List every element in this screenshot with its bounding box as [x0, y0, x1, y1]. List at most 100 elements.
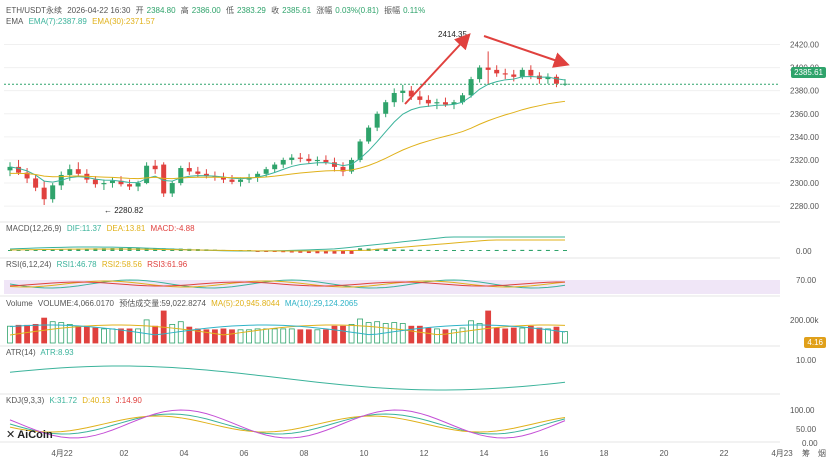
macd-bar [76, 248, 81, 251]
candle-body [41, 187, 47, 200]
candle-body [468, 79, 474, 96]
macd-bar [554, 249, 559, 251]
volume-bar [340, 325, 346, 344]
candle-body [349, 159, 355, 172]
d-value: D:40.13 [82, 396, 111, 405]
rsi-name: RSI(6,12,24) [6, 260, 52, 269]
price-tick-label: 2300.00 [790, 179, 819, 188]
volume-bar [519, 327, 526, 344]
macd-bar [383, 249, 388, 251]
aicoin-logo: ✕ AiCoin [6, 429, 53, 441]
volume-bar [75, 325, 82, 344]
open-value: 2384.80 [146, 6, 176, 15]
volume-bar [357, 318, 363, 344]
rsi-legend[interactable]: RSI(6,12,24) RSI1:46.78 RSI2:58.56 RSI3:… [6, 260, 190, 269]
macd-bar [503, 249, 508, 251]
candle-body [16, 166, 22, 173]
volume-bar [408, 325, 415, 344]
volume-bar [502, 328, 509, 344]
x-tick-label: 12 [420, 449, 429, 458]
candle-body [161, 164, 167, 194]
candle-body [314, 159, 320, 162]
volume-bar [434, 328, 440, 344]
volume-bar [459, 327, 466, 344]
atr-legend[interactable]: ATR(14) ATR:8.93 [6, 348, 77, 357]
volume-bar [186, 326, 193, 344]
candle-body [186, 168, 192, 172]
candle-body [502, 73, 508, 75]
macd-bar [264, 251, 269, 252]
candle-body [203, 173, 209, 177]
j-value: J:14.90 [115, 396, 142, 405]
candle-body [374, 113, 380, 128]
macd-bar [545, 249, 550, 251]
kdj-legend[interactable]: KDJ(9,3,3) K:31.72 D:40.13 J:14.90 [6, 396, 145, 405]
volume-bar [83, 325, 90, 344]
volume-bar [314, 329, 321, 344]
candle-body [383, 102, 389, 114]
candle-body [425, 99, 431, 104]
kdj-k-line [9, 413, 566, 435]
rsi1-line [9, 279, 566, 289]
volume-bar [510, 327, 517, 344]
candle-body [109, 180, 115, 184]
macd-bar [289, 251, 294, 253]
macd-bar [33, 250, 38, 251]
candle-body [451, 102, 457, 105]
kdj-j-line [9, 409, 566, 439]
x-tick-label: 14 [480, 449, 489, 458]
x-tick-label: 烟 [818, 449, 826, 458]
macd-legend[interactable]: MACD(12,26,9) DIF:11.37 DEA:13.81 MACD:-… [6, 224, 198, 233]
x-tick-label: 04 [180, 449, 189, 458]
candle-body [323, 159, 329, 163]
volume-bar [118, 328, 124, 344]
x-tick-label: 06 [240, 449, 249, 458]
candle-body [238, 179, 244, 182]
kdj-name: KDJ(9,3,3) [6, 396, 45, 405]
candle-body [400, 90, 406, 93]
volume-bar [254, 328, 261, 344]
volume-bar [399, 323, 406, 344]
macd-bar [59, 249, 64, 251]
macd-bar [50, 249, 55, 251]
ema7-line [9, 75, 566, 184]
volume-bar [425, 327, 432, 344]
sub-price-tag: 4.16 [804, 337, 826, 348]
atr-tick-label: 10.00 [796, 356, 817, 365]
volume-bar [493, 327, 500, 344]
volume-bar [451, 329, 457, 344]
macd-bar [42, 249, 47, 251]
rsi-tick-label: 70.00 [796, 276, 817, 285]
x-tick-label: 22 [720, 449, 729, 458]
macd-bar [417, 249, 422, 251]
ema30-value: EMA(30):2371.57 [92, 17, 155, 26]
volume-bar [92, 327, 99, 344]
volume-bar [143, 319, 150, 344]
macd-bar [341, 251, 345, 254]
volume-bar [288, 328, 295, 344]
high-annotation: 2414.35 [438, 30, 467, 39]
candle-body [24, 172, 30, 179]
volume-bar [24, 324, 30, 344]
candle-body [144, 165, 150, 184]
candle-body [485, 67, 491, 70]
macd-bar [8, 250, 12, 251]
macd-dea-line [9, 239, 565, 252]
volume-bar [468, 320, 474, 344]
candle-body [255, 173, 261, 178]
x-tick-label: 16 [540, 449, 549, 458]
ema-legend[interactable]: EMA EMA(7):2387.89 EMA(30):2371.57 [6, 17, 158, 26]
volume-legend[interactable]: Volume VOLUME:4,066.0170 预估成交量:59,022.82… [6, 298, 361, 309]
candle-body [306, 158, 312, 162]
datetime-label: 2026-04-22 16:30 [67, 6, 131, 15]
rsi3-value: RSI3:61.96 [147, 260, 188, 269]
vol-ma5-value: MA(5):20,945.8044 [211, 299, 280, 308]
macd-bar [400, 249, 405, 251]
candle-body [528, 69, 534, 76]
volume-bar [297, 329, 304, 344]
candle-body [220, 177, 226, 180]
low-value: 2383.29 [236, 6, 266, 15]
k-value: K:31.72 [49, 396, 78, 405]
volume-value: VOLUME:4,066.0170 [37, 299, 114, 308]
